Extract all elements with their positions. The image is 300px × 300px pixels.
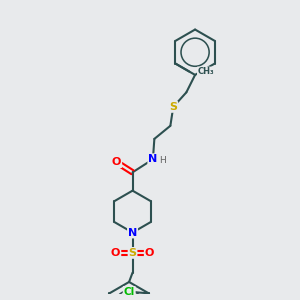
- Text: O: O: [145, 248, 154, 258]
- Text: O: O: [111, 248, 120, 258]
- Text: S: S: [169, 102, 177, 112]
- Text: N: N: [148, 154, 158, 164]
- Text: N: N: [128, 227, 137, 238]
- Text: Cl: Cl: [124, 287, 135, 297]
- Text: S: S: [129, 248, 136, 258]
- Text: CH₃: CH₃: [197, 67, 214, 76]
- Text: H: H: [159, 156, 166, 165]
- Text: O: O: [112, 157, 121, 167]
